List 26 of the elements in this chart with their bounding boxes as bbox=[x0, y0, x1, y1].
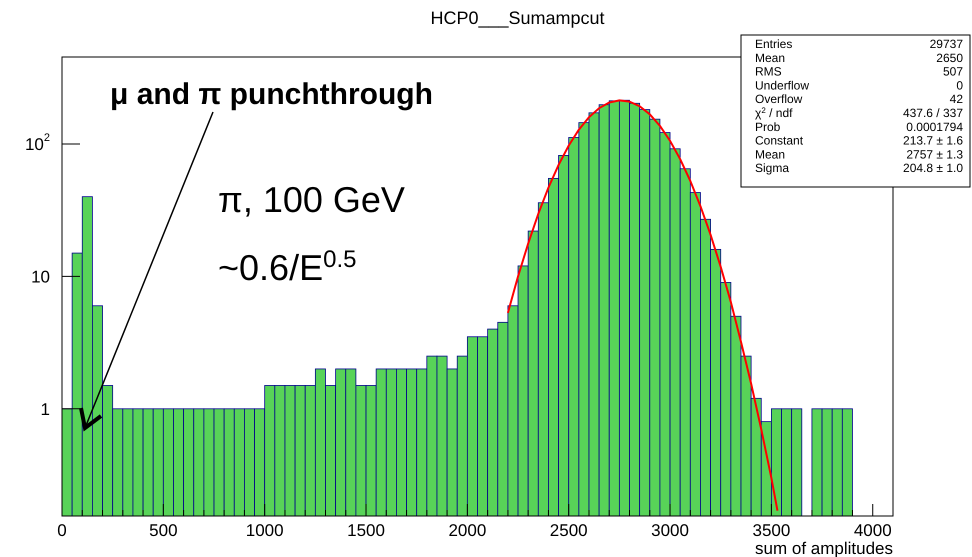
y-tick-label: 10$^{2}$ bbox=[24, 132, 50, 154]
x-tick-label: 4000 bbox=[854, 521, 892, 540]
text: Sigma 204.8 ± 1.0 bbox=[755, 161, 963, 176]
x-tick-label: 3000 bbox=[651, 521, 689, 540]
text: Prob 0.0001794 bbox=[755, 120, 963, 134]
x-tick-label: 2500 bbox=[550, 521, 588, 540]
text: Mean 2757 ± 1.3 bbox=[755, 147, 963, 162]
annotation: ~0.6/E$^{0.5}$ bbox=[218, 246, 356, 288]
x-tick-label: 1000 bbox=[246, 521, 284, 540]
annotation: μ and π punchthrough bbox=[110, 78, 433, 111]
text: Mean 2650 bbox=[755, 50, 963, 65]
text: RMS 507 bbox=[755, 64, 963, 79]
x-tick-label: 0 bbox=[57, 521, 67, 540]
x-tick-label: 1500 bbox=[347, 521, 385, 540]
y-tick-label: 1 bbox=[40, 399, 50, 418]
annotation: π, 100 GeV bbox=[218, 179, 405, 220]
text: χ$^{2}$ / ndf 437.6 / 337 bbox=[755, 106, 963, 120]
y-tick-label: 10 bbox=[31, 266, 50, 286]
x-tick-label: 500 bbox=[149, 521, 178, 540]
x-tick-label: 3500 bbox=[752, 521, 790, 540]
text: Underflow 0 bbox=[755, 78, 963, 92]
text: Constant 213.7 ± 1.6 bbox=[755, 134, 963, 148]
x-tick-label: 2000 bbox=[448, 521, 486, 540]
text: Entries 29737 bbox=[755, 37, 963, 51]
chart-title: HCP0___Sumampcut bbox=[430, 8, 605, 28]
text: Overflow 42 bbox=[755, 92, 963, 106]
